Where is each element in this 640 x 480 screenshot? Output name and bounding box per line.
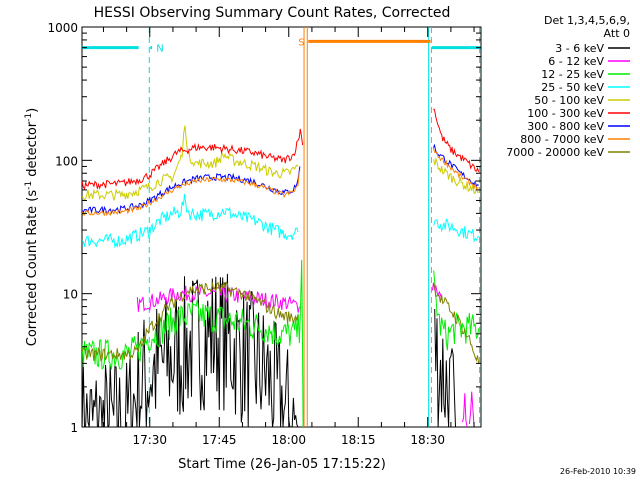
series-12-25-kev-segment-1 [82,259,304,427]
count-rate-series [82,108,480,427]
legend-label-100-300-kev: 100 - 300 keV [527,107,604,120]
series-100-300-kev-segment-2 [433,108,480,172]
series-300-800-kev-segment-1 [82,166,301,215]
series-100-300-kev-segment-1 [82,128,304,191]
x-tick-label: 17:30 [132,433,167,447]
footer-timestamp: 26-Feb-2010 10:39 [560,467,636,476]
series-25-50-kev-segment-2 [433,217,480,243]
y-axis-label-sup2: -1 [24,113,34,122]
y-tick-label: 10 [63,288,78,302]
legend-label-50-100-kev: 50 - 100 keV [534,94,604,107]
y-axis-label-end: ) [25,108,40,113]
chart-title: HESSI Observing Summary Count Rates, Cor… [94,5,451,21]
series-6-12-kev-segment-1 [136,284,300,313]
series-7000-20000-kev-segment-1 [82,281,299,362]
x-tick-label: 18:00 [271,433,306,447]
x-tick-label: 18:30 [410,433,445,447]
series-7000-20000-kev-segment-2 [433,283,480,364]
series-3-6-kev-segment-1 [82,273,299,427]
series-6-12-kev-segment-3 [462,393,468,427]
series-50-100-kev-segment-2 [433,156,479,194]
series-25-50-kev-segment-1 [82,193,299,249]
series-800-7000-kev-segment-2 [432,147,479,190]
plot-frame [81,26,482,428]
y-axis-label-mid: detector [25,121,40,181]
series-50-100-kev-segment-1 [82,125,299,201]
x-tick-label: 17:45 [202,433,237,447]
legend-label-6-12-kev: 6 - 12 keV [548,55,604,68]
axis-ticks [82,26,481,428]
legend-header-detectors: Det 1,3,4,5,6,9, [544,14,630,27]
y-tick-label: 1 [70,421,78,435]
y-axis-label-main: Corrected Count Rate (s [25,190,40,347]
legend-label-25-50-kev: 25 - 50 keV [541,81,604,94]
series-12-25-kev-segment-2 [433,270,480,351]
axis-tick-labels: 17:30 17:45 18:00 18:15 18:30 1 10 100 1000 [47,21,445,447]
x-axis-label: Start Time (26-Jan-05 17:15:22) [178,457,386,472]
x-tick-label: 18:15 [341,433,376,447]
series-3-6-kev-segment-2 [434,308,456,427]
y-tick-label: 100 [55,154,78,168]
y-axis-label: Corrected Count Rate (s-1 detector-1) [24,108,40,346]
legend-label-12-25-kev: 12 - 25 keV [541,68,604,81]
legend-label-7000-20000-kev: 7000 - 20000 keV [506,146,604,159]
legend-label-800-7000-kev: 800 - 7000 keV [520,133,604,146]
flag-label-s: S [298,37,304,48]
flag-label-n: N [156,44,163,55]
legend-label-3-6-kev: 3 - 6 keV [555,42,604,55]
legend-header-attenuator: Att 0 [604,27,630,40]
observing-flags: NS [82,37,481,55]
series-6-12-kev-segment-4 [468,391,475,427]
y-axis-label-sup1: -1 [24,181,34,190]
legend-label-300-800-kev: 300 - 800 keV [527,120,604,133]
y-tick-label: 1000 [47,21,78,35]
series-800-7000-kev-segment-1 [82,169,301,217]
vertical-markers [148,27,481,427]
